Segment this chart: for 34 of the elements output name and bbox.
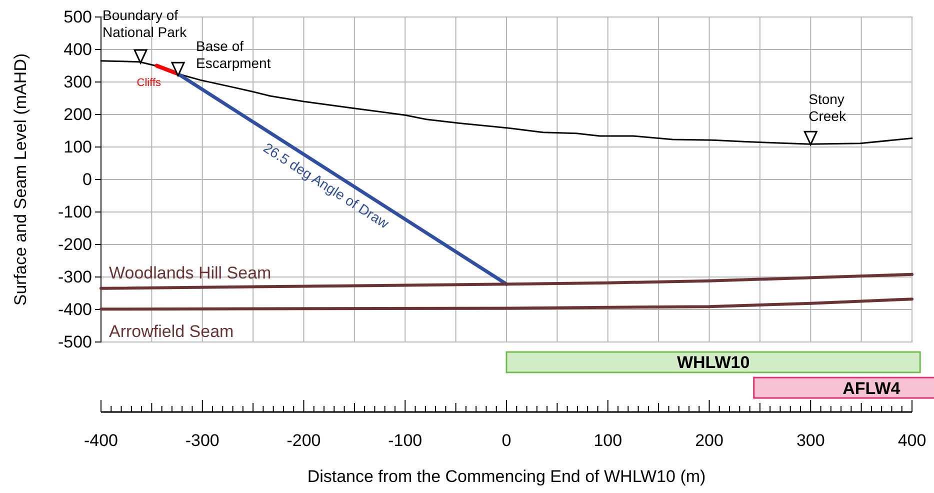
line-series [100,298,914,311]
y-tick-label: AFLW4 [842,378,901,398]
y-tick-label: 100 [64,137,92,156]
y-tick-label: 500 [64,7,92,26]
annotation: Stony Creek [808,91,847,124]
y-tick-label: 300 [64,72,92,92]
series-label: Cliffs [136,76,162,89]
x-tick-label: 200 [695,431,724,450]
point [134,49,148,64]
x-tick-label: -300 [185,431,220,450]
series-label: Woodlands Hill Seam [109,263,272,282]
annotation: Base of Escarpment [196,38,271,71]
x-tick-label: -200 [286,431,321,450]
x-tick-label: 0 [502,431,512,450]
x-tick-label: 300 [796,431,825,450]
y-tick-label: 200 [64,104,92,124]
series-label: Arrowfield Seam [109,322,234,342]
x-tick-label: 100 [594,431,622,450]
x-tick-label: 400 [898,431,926,450]
y-tick-label: -100 [58,202,92,222]
y-tick-label: 400 [64,40,92,59]
x-tick-label: -100 [388,431,422,450]
y-axis-title: Surface and Seam Level (mAHD) [11,53,30,306]
y-tick-label: -400 [58,300,92,319]
y-tick-label: -200 [58,234,92,254]
point [804,130,818,146]
y-tick-label: -300 [58,267,92,286]
annotation: Boundary of National Park [102,6,188,40]
x-axis-title: Distance from the Commencing End of WHLW10 (m) [307,467,706,486]
x-tick-label: -400 [84,431,118,450]
point [171,62,185,76]
y-tick-label: WHLW10 [676,353,750,372]
y-tick-label: -500 [58,332,92,352]
y-tick-label: 0 [82,170,92,189]
